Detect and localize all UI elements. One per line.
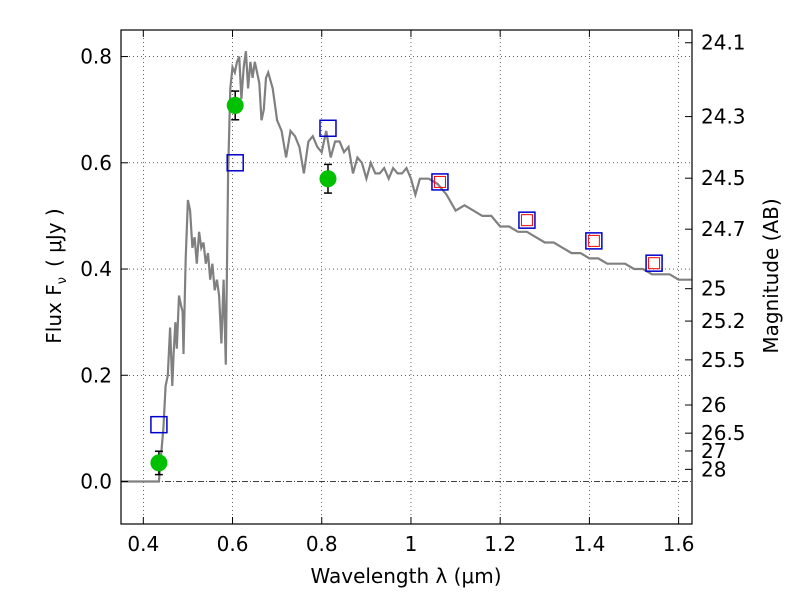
- model-magnitude-square: [518, 211, 536, 229]
- magnitude-tick-label: 24.1: [701, 31, 746, 55]
- x-tick-label: 0.8: [306, 532, 338, 556]
- magnitude-tick-label: 25.5: [701, 348, 746, 372]
- magnitude-tick-label: 25.2: [701, 309, 746, 333]
- model-spectrum: [121, 51, 692, 483]
- magnitude-tick-label: 24.5: [701, 166, 746, 190]
- predicted-flux-square: [648, 257, 661, 270]
- x-axis-ticks: 0.4 0.6 0.8 1 1.2 1.4 1.6: [127, 30, 695, 556]
- photometry-point: [150, 454, 168, 472]
- y-tick-label: 0.8: [80, 45, 112, 69]
- model-magnitude-square: [431, 173, 449, 191]
- plot-border: [120, 29, 693, 525]
- predicted-flux-square: [520, 214, 533, 227]
- y-tick-label: 0.6: [80, 151, 112, 175]
- x-tick-label: 0.6: [217, 532, 249, 556]
- x-tick-label: 1.6: [663, 532, 695, 556]
- y-axis-label-main: Flux F: [42, 284, 66, 343]
- y-axis-label: Flux Fν ( μJy ): [42, 208, 70, 343]
- photometry-point: [319, 170, 337, 188]
- model-magnitude-square: [226, 154, 244, 172]
- magnitude-tick-label: 27: [701, 439, 726, 463]
- model-magnitude-square: [150, 415, 168, 434]
- x-axis-label: Wavelength λ (μm): [310, 564, 501, 588]
- x-tick-label: 0.4: [127, 532, 159, 556]
- y-tick-label: 0.4: [80, 257, 112, 281]
- model-magnitude-square: [585, 232, 603, 250]
- predicted-flux-square: [433, 175, 446, 188]
- model-magnitude-square: [319, 119, 337, 138]
- model-spectrum-line: [121, 51, 692, 483]
- x-tick-label: 1.4: [573, 532, 605, 556]
- magnitude-tick-label: 24.7: [701, 217, 746, 241]
- magnitude-axis-label: Magnitude (AB): [759, 198, 783, 353]
- magnitude-tick-label: 24.3: [701, 105, 746, 129]
- x-tick-label: 1.2: [484, 532, 516, 556]
- magnitude-tick-label: 28: [701, 457, 726, 481]
- magnitude-tick-label: 26: [701, 393, 726, 417]
- y-axis-label-sub: ν: [55, 277, 70, 284]
- magnitude-tick-label: 25: [701, 277, 726, 301]
- y-axis-label-unit: ( μJy ): [42, 208, 66, 267]
- x-tick-label: 1: [405, 532, 418, 556]
- magnitude-tick-label: 26.5: [701, 421, 746, 445]
- predicted-flux-square: [587, 234, 600, 247]
- y-axis-ticks: 0.0 0.2 0.4 0.6 0.8: [80, 45, 128, 494]
- data-markers: [150, 90, 663, 476]
- y-tick-label: 0.2: [80, 363, 112, 387]
- model-magnitude-square: [645, 254, 663, 272]
- photometry-point: [226, 96, 244, 114]
- y-tick-label: 0.0: [80, 470, 112, 494]
- plot-frame: [120, 29, 693, 525]
